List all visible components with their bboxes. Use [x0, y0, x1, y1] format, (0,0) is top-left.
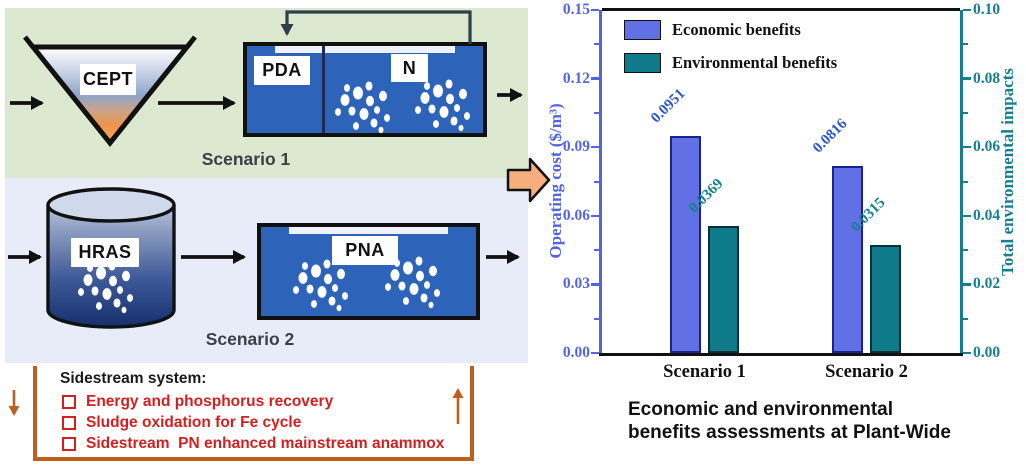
- checkbox-bullet-icon: [62, 395, 76, 409]
- economic-bar-2: [832, 166, 863, 353]
- right-axis-minor-tick: [963, 43, 968, 46]
- sidestream-item: Energy and phosphorus recovery: [62, 393, 333, 411]
- chart-caption: Economic and environmental benefits asse…: [628, 398, 951, 444]
- cept-label: CEPT: [80, 64, 136, 95]
- bar-chart-plot-area: 0.00 0.03 0.06 0.09 0.12 0.15 0.00 0.02 0.04 0.06…: [563, 1, 1000, 382]
- legend-swatch-icon: [624, 53, 661, 73]
- sidestream-title: Sidestream system:: [60, 370, 207, 387]
- economic-bar-1: [670, 135, 701, 353]
- checkbox-bullet-icon: [62, 437, 76, 451]
- left-axis-tick-label: 0.09: [562, 138, 590, 156]
- right-axis-tick-label: 0.06: [973, 138, 1001, 156]
- right-axis-major-tick: [963, 145, 971, 149]
- pna-text: PNA: [345, 240, 385, 260]
- left-axis-major-tick: [591, 351, 599, 355]
- right-axis-tick-label: 0.10: [973, 1, 1001, 18]
- x-axis-line: [599, 353, 963, 356]
- checkbox-bullet-icon: [62, 416, 76, 430]
- left-axis-major-tick: [591, 145, 599, 149]
- sidestream-box-right-border: [470, 366, 474, 458]
- left-axis-major-tick: [591, 214, 599, 218]
- scenario2-label: Scenario 2: [205, 329, 295, 349]
- scenario1-label: Scenario 1: [201, 149, 291, 169]
- left-axis-minor-tick: [594, 111, 599, 114]
- cept-funnel-icon: [23, 35, 197, 147]
- left-axis-tick-label: 0.15: [562, 1, 590, 18]
- right-axis-tick-label: 0.00: [973, 344, 1001, 361]
- right-axis-tick-label: 0.02: [973, 275, 1001, 293]
- right-axis-tick-label: 0.08: [973, 69, 1001, 87]
- flow-arrows: [8, 88, 523, 264]
- right-axis-major-tick: [963, 283, 971, 286]
- environmental-bar-2: [870, 244, 901, 353]
- right-axis-minor-tick: [963, 317, 968, 320]
- hras-text: HRAS: [78, 242, 132, 262]
- legend-swatch-icon: [624, 20, 661, 40]
- legend-item: Environmental benefits: [624, 53, 837, 73]
- left-axis-major-tick: [591, 8, 599, 12]
- n-label: N: [391, 54, 428, 82]
- bubbles-decoration: [78, 79, 470, 314]
- right-axis-line: [960, 10, 963, 353]
- left-axis-minor-tick: [594, 249, 599, 252]
- pda-text: PDA: [262, 60, 302, 80]
- sidestream-box-bottom-border: [33, 457, 474, 461]
- left-axis-tick-label: 0.12: [562, 69, 590, 87]
- right-axis-minor-tick: [963, 180, 968, 183]
- right-axis-major-tick: [963, 351, 971, 355]
- cept-text: CEPT: [82, 69, 133, 89]
- bar-value-label: 0.0951: [647, 85, 689, 126]
- chart-caption-line1: Economic and environmental: [628, 399, 893, 420]
- recycle-pipe-arrow: [280, 10, 472, 44]
- left-axis-minor-tick: [594, 43, 599, 46]
- left-axis-minor-tick: [594, 180, 599, 183]
- left-axis-tick-label: 0.00: [562, 344, 590, 361]
- right-axis-major-tick: [963, 77, 971, 80]
- sidestream-item-label: Energy and phosphorus recovery: [86, 393, 334, 410]
- right-axis-title: Total environmental impacts: [998, 68, 1017, 276]
- legend-item: Economic benefits: [624, 20, 801, 40]
- tank-rim: [289, 227, 448, 234]
- right-axis-tick-label: 0.04: [973, 206, 1001, 224]
- left-axis-major-tick: [591, 77, 599, 80]
- left-axis-line: [599, 10, 602, 353]
- x-category-label: Scenario 1: [663, 362, 746, 382]
- right-axis-minor-tick: [963, 249, 968, 252]
- pda-label: PDA: [254, 56, 310, 85]
- sidestream-item-label: Sludge oxidation for Fe cycle: [86, 414, 302, 431]
- legend-label: Environmental benefits: [672, 53, 838, 72]
- to-chart-block-arrow-icon: [506, 157, 551, 203]
- sidestream-item: Sludge oxidation for Fe cycle: [62, 414, 301, 432]
- left-axis-title: Operating cost ($/m³): [546, 103, 565, 259]
- plot-top-edge: [602, 8, 960, 11]
- bar-value-label: 0.0816: [809, 116, 851, 157]
- left-axis-minor-tick: [594, 317, 599, 320]
- n-text: N: [402, 57, 417, 78]
- right-axis-major-tick: [963, 214, 971, 218]
- x-category-label: Scenario 2: [825, 362, 908, 382]
- tank-divider: [322, 46, 325, 133]
- right-axis-major-tick: [963, 8, 971, 12]
- left-axis-tick-label: 0.03: [562, 275, 590, 293]
- right-axis-minor-tick: [963, 111, 968, 114]
- sidestream-item: Sidestream PN enhanced mainstream anammo…: [62, 435, 444, 453]
- tank-rim: [275, 46, 455, 53]
- legend-label: Economic benefits: [672, 20, 801, 39]
- pna-label: PNA: [332, 236, 398, 265]
- sidestream-item-label: Sidestream PN enhanced mainstream anammo…: [86, 435, 445, 452]
- chart-caption-line2: benefits assessments at Plant-Wide: [628, 422, 951, 443]
- left-axis-tick-label: 0.06: [562, 206, 590, 224]
- sidestream-box-left-border: [33, 366, 37, 458]
- hras-label: HRAS: [71, 238, 139, 267]
- left-axis-major-tick: [591, 283, 599, 286]
- environmental-bar-1: [708, 226, 739, 353]
